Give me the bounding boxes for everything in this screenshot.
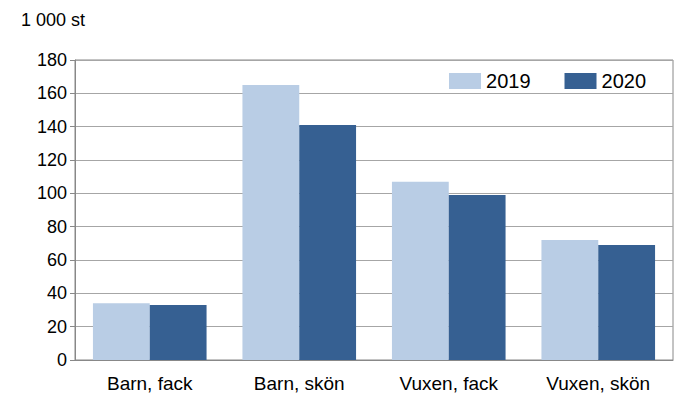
svg-text:1 000 st: 1 000 st	[21, 10, 85, 30]
svg-text:80: 80	[47, 217, 67, 237]
svg-text:Vuxen, skön: Vuxen, skön	[546, 373, 650, 394]
svg-text:60: 60	[47, 250, 67, 270]
svg-text:180: 180	[37, 50, 67, 70]
svg-text:2020: 2020	[602, 70, 647, 92]
svg-text:120: 120	[37, 150, 67, 170]
svg-text:40: 40	[47, 283, 67, 303]
svg-text:Vuxen, fack: Vuxen, fack	[399, 373, 498, 394]
svg-text:Barn, skön: Barn, skön	[254, 373, 345, 394]
svg-text:100: 100	[37, 183, 67, 203]
svg-text:140: 140	[37, 117, 67, 137]
svg-text:2019: 2019	[486, 70, 531, 92]
svg-text:0: 0	[57, 350, 67, 370]
svg-text:Barn, fack: Barn, fack	[107, 373, 193, 394]
svg-text:20: 20	[47, 317, 67, 337]
svg-text:160: 160	[37, 83, 67, 103]
